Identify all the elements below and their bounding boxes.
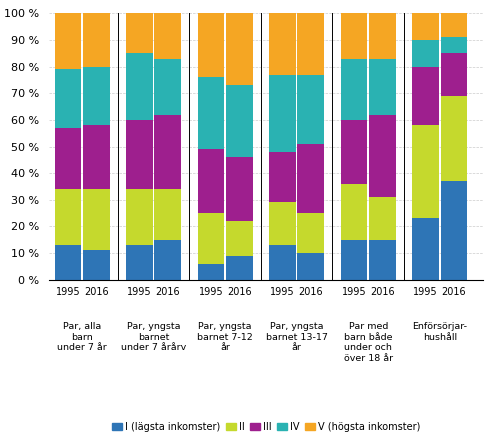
Bar: [412, 218, 439, 280]
Bar: [226, 256, 252, 280]
Bar: [441, 13, 467, 37]
Bar: [269, 245, 296, 280]
Bar: [226, 221, 252, 256]
Bar: [369, 197, 396, 240]
Bar: [83, 125, 109, 189]
Bar: [441, 181, 467, 280]
Text: Par, yngsta
barnet 13-17
år: Par, yngsta barnet 13-17 år: [266, 322, 328, 352]
Bar: [369, 240, 396, 280]
Bar: [441, 37, 467, 53]
Bar: [198, 13, 224, 77]
Bar: [441, 96, 467, 181]
Text: Par, alla
barn
under 7 år: Par, alla barn under 7 år: [57, 322, 107, 352]
Bar: [154, 189, 181, 240]
Text: Par, yngsta
barnet 7-12
år: Par, yngsta barnet 7-12 år: [197, 322, 253, 352]
Text: Enförsörjar-
hushåll: Enförsörjar- hushåll: [412, 322, 467, 342]
Bar: [226, 13, 252, 85]
Bar: [154, 240, 181, 280]
Bar: [55, 128, 81, 189]
Legend: I (lägsta inkomster), II, III, IV, V (högsta inkomster): I (lägsta inkomster), II, III, IV, V (hö…: [108, 418, 424, 436]
Bar: [297, 144, 324, 213]
Bar: [55, 13, 81, 69]
Bar: [412, 40, 439, 67]
Bar: [198, 77, 224, 149]
Bar: [83, 13, 109, 67]
Bar: [297, 253, 324, 280]
Bar: [83, 67, 109, 125]
Bar: [126, 120, 153, 189]
Bar: [269, 75, 296, 152]
Bar: [369, 59, 396, 115]
Text: Par, yngsta
barnet
under 7 årårv: Par, yngsta barnet under 7 årårv: [121, 322, 186, 352]
Bar: [269, 13, 296, 75]
Bar: [126, 189, 153, 245]
Bar: [126, 245, 153, 280]
Bar: [297, 213, 324, 253]
Bar: [269, 202, 296, 245]
Bar: [269, 152, 296, 202]
Bar: [154, 13, 181, 59]
Bar: [412, 13, 439, 40]
Bar: [55, 189, 81, 245]
Bar: [154, 115, 181, 189]
Bar: [341, 13, 367, 59]
Bar: [297, 75, 324, 144]
Bar: [369, 115, 396, 197]
Bar: [441, 53, 467, 96]
Bar: [226, 157, 252, 221]
Bar: [341, 59, 367, 120]
Bar: [126, 53, 153, 120]
Bar: [83, 250, 109, 280]
Bar: [154, 59, 181, 115]
Bar: [55, 245, 81, 280]
Bar: [55, 69, 81, 128]
Bar: [126, 13, 153, 53]
Bar: [341, 120, 367, 184]
Text: Par med
barn både
under och
över 18 år: Par med barn både under och över 18 år: [344, 322, 393, 363]
Bar: [412, 67, 439, 125]
Bar: [198, 213, 224, 264]
Bar: [226, 85, 252, 157]
Bar: [341, 184, 367, 240]
Bar: [412, 125, 439, 218]
Bar: [341, 240, 367, 280]
Bar: [198, 149, 224, 213]
Bar: [369, 13, 396, 59]
Bar: [198, 264, 224, 280]
Bar: [83, 189, 109, 250]
Bar: [297, 13, 324, 75]
